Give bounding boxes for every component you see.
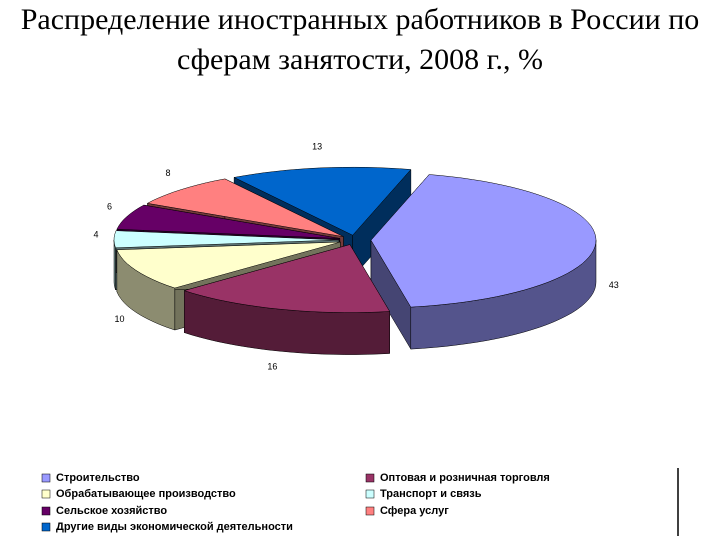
legend-swatch — [365, 506, 375, 516]
slice — [183, 244, 391, 313]
data-label: 16 — [267, 362, 277, 372]
legend-swatch — [41, 489, 51, 499]
data-label: 6 — [107, 202, 112, 212]
legend-label: Другие виды экономической деятельности — [56, 521, 293, 533]
data-label: 13 — [312, 142, 322, 152]
legend-swatch — [41, 522, 51, 532]
data-label: 43 — [609, 280, 619, 290]
legend-label: Сельское хозяйство — [56, 505, 167, 517]
data-label: 10 — [115, 314, 125, 324]
slice — [113, 230, 340, 249]
legend-label: Обрабатывающее производство — [56, 488, 236, 500]
legend-label: Оптовая и розничная торговля — [380, 472, 550, 484]
legend-swatch — [41, 506, 51, 516]
data-label: 8 — [166, 168, 171, 178]
slice — [233, 166, 412, 236]
legend-swatch — [41, 473, 51, 483]
legend-swatch — [365, 489, 375, 499]
chart-title: Распределение иностранных работников в Р… — [20, 3, 700, 76]
legend-label: Строительство — [56, 472, 140, 484]
legend-swatch — [365, 473, 375, 483]
slice — [116, 204, 340, 239]
legend-label: Сфера услуг — [380, 505, 449, 517]
slice — [370, 174, 597, 308]
data-label: 4 — [94, 229, 99, 239]
legend-label: Транспорт и связь — [380, 488, 482, 500]
slice — [146, 178, 344, 237]
slice — [116, 241, 341, 289]
